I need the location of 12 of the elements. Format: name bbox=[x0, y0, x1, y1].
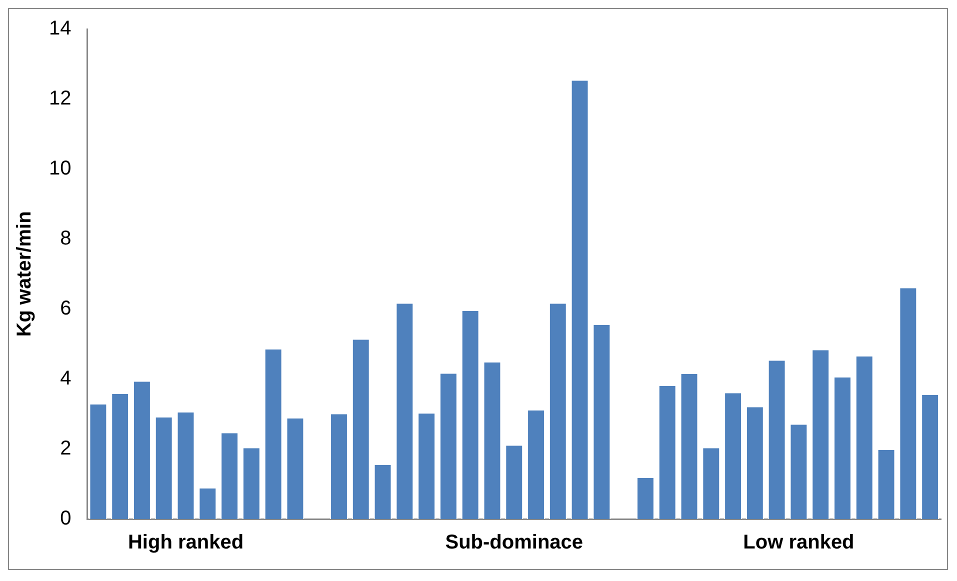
y-tick-label: 12 bbox=[48, 88, 72, 110]
x-tick-label: High ranked bbox=[128, 532, 244, 554]
y-tick-label: 14 bbox=[48, 18, 72, 40]
y-tick-label: 10 bbox=[48, 158, 72, 180]
y-tick-label: 4 bbox=[60, 368, 72, 390]
y-tick-label: 8 bbox=[60, 228, 72, 250]
y-axis-title: Kg water/min bbox=[14, 211, 36, 337]
x-tick-label: Low ranked bbox=[743, 532, 854, 554]
y-tick-label: 2 bbox=[60, 438, 72, 460]
y-tick-label: 0 bbox=[60, 508, 72, 530]
y-tick-label: 6 bbox=[60, 298, 72, 320]
x-tick-label: Sub-dominace bbox=[445, 532, 584, 554]
